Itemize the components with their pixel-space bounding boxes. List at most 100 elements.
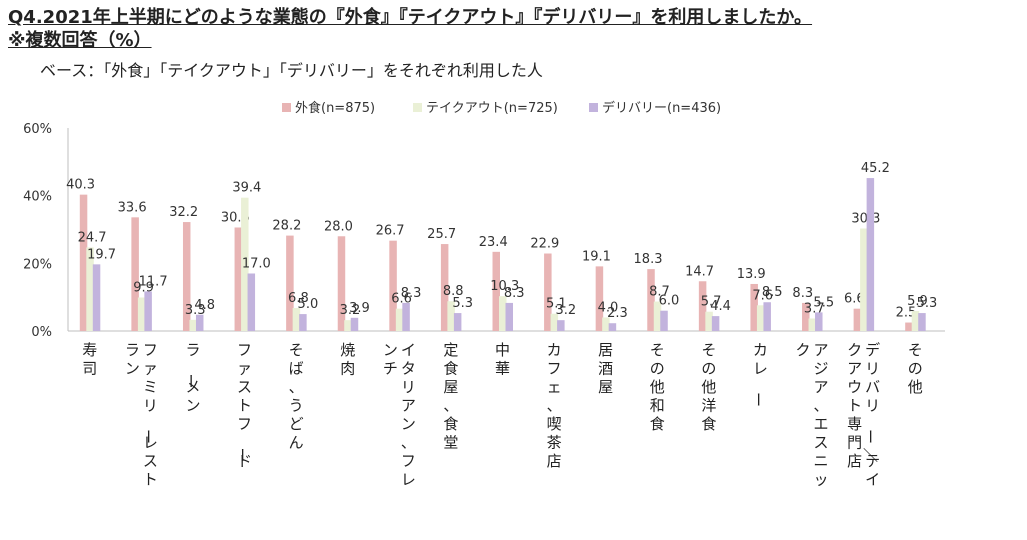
bar [653, 301, 662, 331]
data-label: 18.3 [634, 252, 663, 267]
category-label: ファストフード [233, 341, 252, 470]
data-label: 24.7 [78, 230, 107, 245]
category-label: イタリアン、フレ [401, 341, 416, 489]
data-label: 6.0 [659, 294, 680, 309]
data-label: 8.8 [443, 284, 464, 299]
bar [505, 302, 513, 331]
bar [808, 318, 817, 331]
data-label: 17.0 [242, 256, 271, 271]
bar [144, 291, 152, 331]
bar [918, 313, 926, 331]
bar [660, 310, 668, 331]
category-label: ンチ [383, 341, 398, 378]
y-tick-label: 0% [31, 325, 52, 340]
data-label: 19.1 [582, 249, 611, 264]
data-label: 5.9 [907, 294, 928, 309]
bar [711, 316, 720, 331]
bar [815, 312, 823, 331]
data-label: 6.8 [288, 291, 309, 306]
category-label: カフェ、喫茶店 [547, 341, 562, 470]
bar [389, 240, 397, 331]
bar [137, 297, 146, 331]
bar [395, 308, 404, 331]
data-label: 13.9 [737, 267, 766, 282]
data-label: 14.7 [685, 264, 714, 279]
bar [698, 281, 707, 331]
data-label: 5.0 [298, 297, 319, 312]
category-label: ファミリーレスト [139, 341, 158, 489]
bar [492, 251, 500, 331]
bar [234, 227, 243, 331]
bar [292, 307, 301, 331]
data-label: 19.7 [87, 247, 116, 262]
bar [86, 247, 94, 331]
data-label: 7.6 [752, 288, 773, 303]
category-label: ラン [125, 341, 140, 378]
bar [189, 319, 197, 331]
bar [853, 308, 862, 331]
legend-swatch [282, 103, 291, 112]
bar [750, 283, 758, 331]
bar [350, 317, 359, 331]
category-label: 中華 [495, 341, 510, 378]
data-label: 5.5 [813, 295, 834, 310]
data-label: 5.1 [546, 297, 567, 312]
bar [802, 302, 810, 331]
category-label: 焼肉 [340, 341, 355, 378]
data-label: 25.7 [427, 227, 456, 242]
data-label: 2.5 [896, 306, 917, 321]
data-label: 6.6 [844, 292, 865, 307]
data-label: 10.3 [490, 279, 519, 294]
bar [440, 244, 449, 331]
data-label: 23.4 [479, 235, 508, 250]
question-title: Q4.2021年上半期にどのような業態の『外食』『テイクアウト』『デリバリー』を… [8, 7, 813, 28]
bar [860, 228, 868, 331]
category-label: ク [796, 341, 811, 359]
bar [447, 301, 455, 331]
data-label: 3.2 [555, 303, 576, 318]
bar [608, 323, 617, 331]
data-label: 11.7 [139, 274, 168, 289]
category-label: クアウト専門店 [847, 341, 862, 470]
bar [705, 311, 713, 331]
bar [866, 178, 875, 331]
bar [286, 235, 294, 331]
data-label: 5.7 [701, 295, 722, 310]
data-label: 8.5 [762, 285, 783, 300]
bar [647, 269, 655, 331]
legend-label: デリバリー(n=436) [602, 100, 721, 116]
category-label: 定食屋、食堂 [443, 341, 458, 452]
bar [544, 253, 552, 331]
base-note: ベース：「外食」「テイクアウト」「デリバリー」をそれぞれ利用した人 [40, 61, 543, 80]
data-label: 39.4 [232, 181, 261, 196]
category-label: デリバリー／テイ [861, 341, 880, 489]
bar [195, 314, 204, 331]
data-label: 8.7 [649, 285, 670, 300]
legend-swatch [589, 103, 598, 112]
data-label: 28.0 [324, 219, 353, 234]
data-label: 26.7 [376, 224, 405, 239]
bar [344, 320, 352, 331]
data-label: 4.8 [194, 298, 215, 313]
bar [299, 314, 307, 331]
answer-type-note: ※複数回答（%） [8, 30, 152, 51]
legend-label: 外食(n=875) [295, 100, 375, 116]
data-label: 8.3 [401, 286, 422, 301]
category-label: その他洋食 [701, 341, 716, 433]
bar [499, 296, 507, 331]
bar [595, 266, 604, 331]
category-label: ラーメン [181, 341, 200, 415]
bar [247, 273, 256, 331]
category-label: 寿司 [82, 341, 97, 378]
legend-label: テイクアウト(n=725) [426, 101, 558, 116]
category-label: カレー [749, 341, 768, 407]
data-label: 3.3 [185, 303, 206, 318]
data-label: 3.2 [340, 303, 361, 318]
y-tick-label: 60% [23, 122, 52, 137]
data-label: 33.6 [118, 200, 147, 215]
data-label: 28.2 [272, 219, 301, 234]
bar [402, 302, 410, 331]
category-label: そば、うどん [289, 341, 304, 452]
data-label: 5.3 [452, 296, 473, 311]
